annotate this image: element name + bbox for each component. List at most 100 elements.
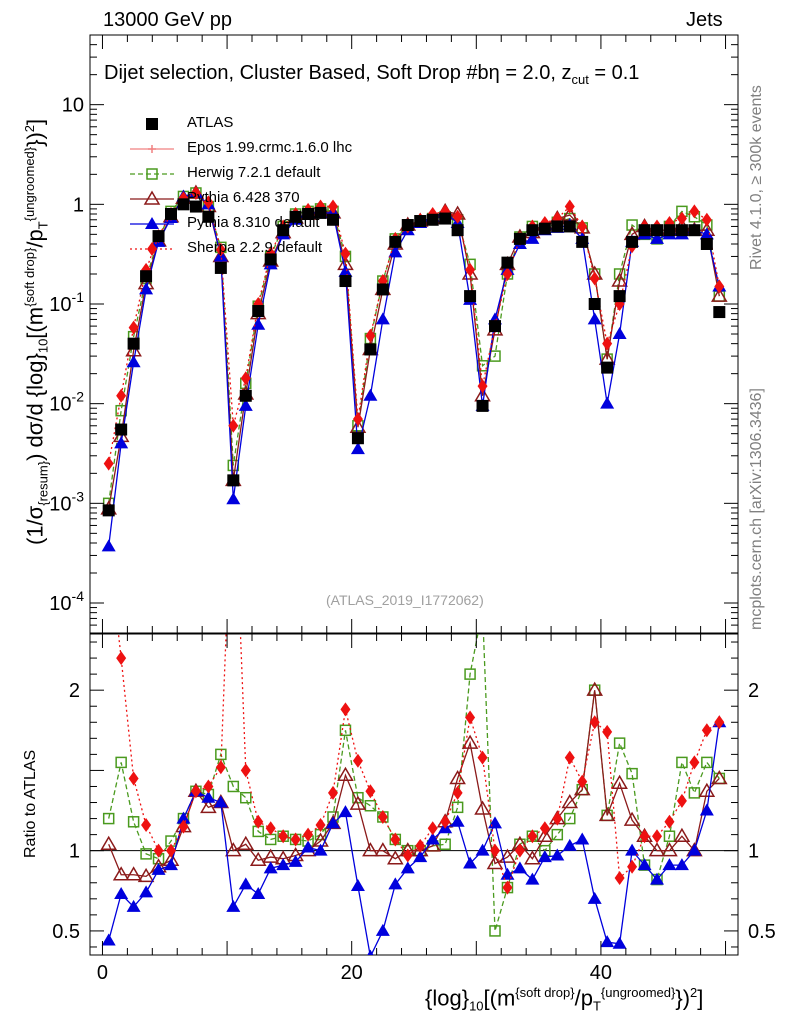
legend-entry-label: Herwig 7.2.1 default bbox=[187, 164, 321, 181]
ratio-point bbox=[612, 936, 627, 949]
y-tick-label: 10 bbox=[62, 95, 84, 117]
atlas-point bbox=[439, 212, 452, 225]
ratio-point bbox=[701, 723, 712, 738]
data-point bbox=[375, 312, 390, 325]
zcut-value: = 0.1 bbox=[588, 62, 640, 84]
header-jets: Jets bbox=[686, 9, 723, 31]
data-point bbox=[114, 436, 129, 449]
y-tick-label: 10-2 bbox=[49, 389, 84, 416]
ratio-point bbox=[374, 842, 392, 857]
ratio-point bbox=[315, 817, 326, 832]
atlas-point bbox=[152, 230, 165, 243]
data-point bbox=[238, 398, 253, 411]
ratio-point bbox=[139, 885, 154, 898]
legend-entry-label: Pythia 8.310 default bbox=[187, 214, 320, 231]
ratio-point bbox=[639, 829, 650, 844]
ratio-point bbox=[562, 838, 577, 851]
xlab-part: 10 bbox=[469, 998, 484, 1014]
atlas-point bbox=[663, 224, 676, 237]
ratio-point bbox=[303, 827, 314, 842]
atlas-point bbox=[102, 504, 115, 517]
x-tick-label: 40 bbox=[590, 962, 612, 984]
ratio-point bbox=[499, 848, 516, 863]
ratio-point bbox=[550, 848, 565, 861]
ratio-point bbox=[687, 843, 702, 856]
ratio-point bbox=[587, 891, 602, 904]
legend-marker bbox=[143, 190, 161, 205]
data-point bbox=[363, 388, 378, 401]
ratio-point bbox=[375, 923, 390, 936]
ratio-point bbox=[502, 880, 513, 895]
atlas-point bbox=[165, 207, 177, 220]
y-tick-label: 10-4 bbox=[49, 588, 84, 615]
data-point bbox=[699, 227, 714, 240]
y-tick-label: 10-1 bbox=[49, 289, 84, 316]
ratio-point bbox=[116, 651, 127, 666]
ratio-point bbox=[664, 814, 675, 829]
atlas-point bbox=[526, 224, 539, 237]
ylab-part: [(m bbox=[22, 306, 48, 339]
selection-annotation: Dijet selection, Cluster Based, Soft Dro… bbox=[104, 62, 639, 87]
data-point bbox=[714, 279, 725, 294]
ratio-point bbox=[166, 843, 176, 858]
ratio-point bbox=[301, 840, 316, 853]
x-tick-label: 20 bbox=[341, 962, 363, 984]
legend-entry-label: Sherpa 2.2.9 default bbox=[187, 239, 323, 256]
data-point bbox=[589, 271, 600, 286]
atlas-point bbox=[351, 432, 364, 445]
ratio-tick-label-right: 1 bbox=[748, 841, 759, 863]
series-main-atlas bbox=[102, 198, 726, 517]
atlas-point bbox=[713, 306, 726, 319]
ratio-point bbox=[126, 899, 141, 912]
ylab-part: {resum} bbox=[35, 460, 51, 506]
analysis-reference: (ATLAS_2019_I1772062) bbox=[326, 592, 484, 608]
ratio-point bbox=[278, 829, 289, 844]
atlas-point bbox=[501, 256, 514, 269]
atlas-point bbox=[177, 198, 190, 211]
ratio-point bbox=[226, 899, 241, 912]
x-axis-label: {log}10[(m{soft drop}/pT{ungroomed}})2] bbox=[425, 985, 703, 1014]
data-point bbox=[126, 355, 141, 368]
data-point bbox=[240, 371, 251, 386]
data-point bbox=[564, 199, 575, 214]
atlas-point bbox=[613, 290, 626, 303]
ratio-line bbox=[108, 690, 720, 878]
ratio-tick-label-left: 1 bbox=[69, 841, 80, 863]
ratio-point bbox=[164, 858, 178, 871]
ratio-tick-label-left: 0.5 bbox=[52, 921, 80, 943]
atlas-point bbox=[239, 389, 252, 402]
ratio-tick-label-left: 2 bbox=[69, 680, 80, 702]
legend-marker bbox=[146, 118, 158, 130]
atlas-point bbox=[389, 235, 402, 248]
atlas-point bbox=[376, 283, 389, 296]
ratio-point bbox=[288, 854, 303, 867]
data-point bbox=[502, 266, 513, 281]
atlas-point bbox=[538, 222, 551, 235]
xlab-part: {ungroomed} bbox=[600, 985, 676, 1000]
main-y-axis-label: (1/σ{resum}) dσ/d {log}10[(m{soft drop}/… bbox=[22, 119, 51, 545]
ratio-point bbox=[427, 821, 438, 836]
ratio-point bbox=[490, 843, 500, 858]
ratio-point bbox=[652, 829, 662, 844]
ratio-point bbox=[663, 830, 676, 842]
ratio-point bbox=[711, 769, 728, 785]
ratio-point bbox=[552, 811, 563, 826]
data-point bbox=[352, 412, 363, 427]
series-ratio-herwig-7-2-1-default bbox=[102, 634, 726, 937]
header-energy: 13000 GeV pp bbox=[103, 9, 232, 31]
ratio-point bbox=[362, 842, 379, 857]
data-point bbox=[676, 211, 687, 226]
ratio-point bbox=[377, 809, 388, 824]
ratio-point bbox=[676, 793, 687, 808]
ylab-part: /p bbox=[22, 229, 48, 248]
ratio-point bbox=[699, 803, 714, 816]
ratio-point bbox=[262, 848, 279, 863]
ylab-part: ] bbox=[22, 118, 48, 125]
atlas-point bbox=[277, 224, 290, 237]
data-point bbox=[587, 312, 602, 325]
atlas-point bbox=[638, 224, 651, 237]
ratio-point bbox=[662, 858, 677, 871]
ratio-point bbox=[390, 832, 401, 847]
xlab-part: /p bbox=[574, 985, 593, 1011]
